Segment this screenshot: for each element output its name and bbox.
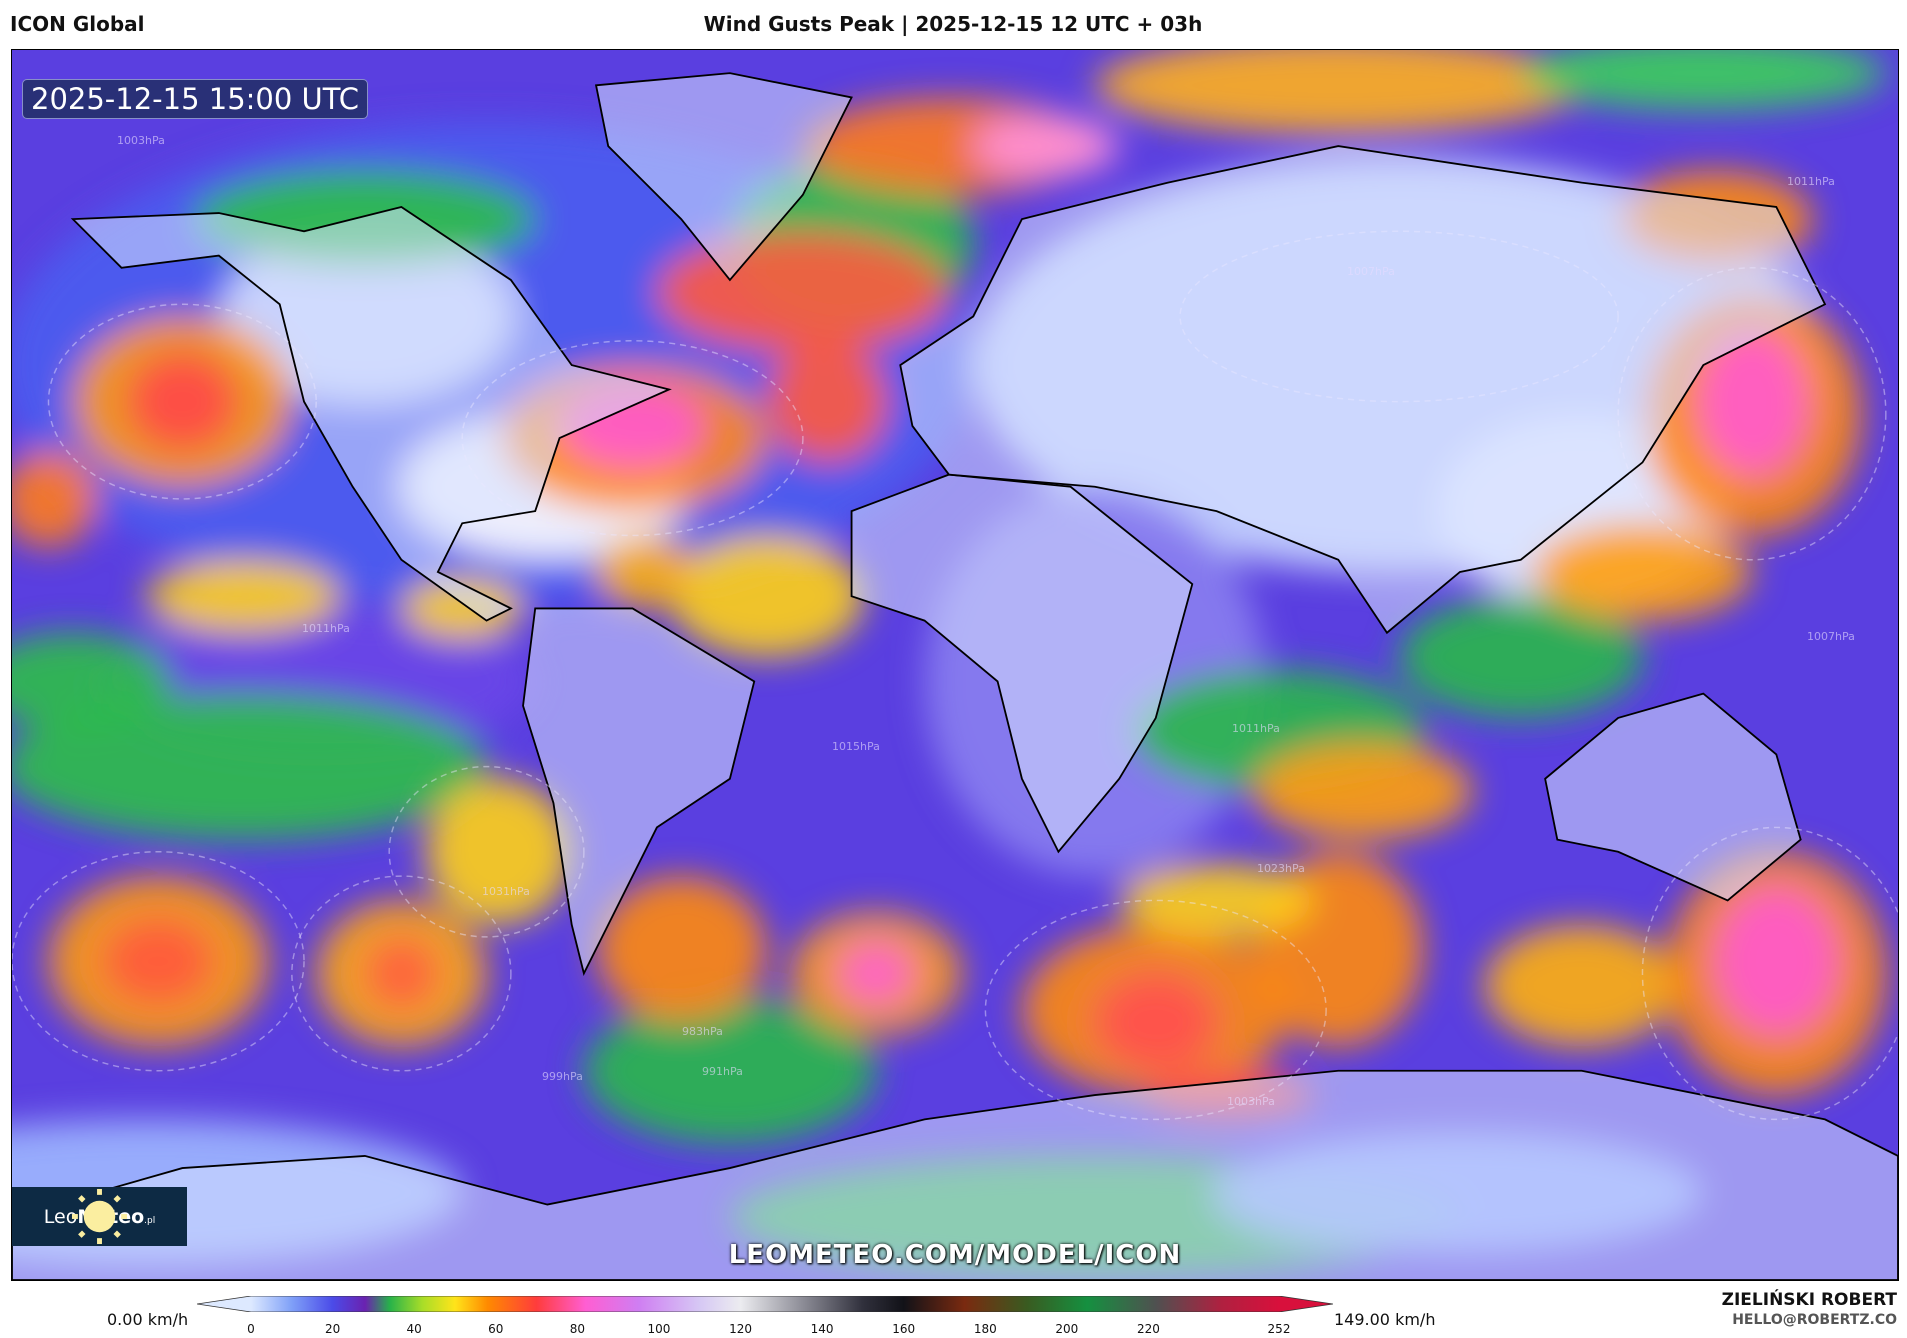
wind-blob [12,693,487,840]
wind-blob [1697,328,1807,475]
wind-blob [1399,596,1643,718]
wind-blob [12,450,98,548]
wind-blob [973,115,1120,177]
wind-blob [1119,863,1314,937]
watermark-url: LEOMETEO.COM/MODEL/ICON [728,1240,1182,1270]
colorbar-tick-label: 120 [729,1322,752,1336]
isobar [984,899,1327,1121]
continent-eurasia [899,145,1827,635]
author-name: ZIELIŃSKI ROBERT [1721,1290,1897,1310]
pressure-label: 1007hPa [1807,630,1855,643]
colorbar-tick-label: 0 [247,1322,255,1336]
pressure-label: 991hPa [702,1065,743,1078]
wind-gust-map: 2025-12-15 15:00 UTC 1003hPa 1011hPa 100… [11,49,1899,1281]
colorbar-tick-label: 20 [324,1322,341,1336]
colorbar-min-label: 0.00 km/h [107,1310,189,1329]
wind-blob [596,535,694,609]
wind-blob [656,231,949,353]
wind-blob [596,876,767,1023]
wind-blob [766,340,889,463]
pressure-label: 999hPa [542,1070,583,1083]
leometeo-logo: LeoMeteo.pl [12,1187,187,1246]
continent-africa [850,473,1194,854]
colorbar-tick-label: 140 [810,1322,834,1336]
wind-blob [1520,50,1886,110]
pressure-label: 1023hPa [1257,862,1305,875]
colorbar-tick-label: 180 [973,1322,997,1336]
valid-time-badge: 2025-12-15 15:00 UTC [22,79,369,119]
pressure-label: 1031hPa [482,885,530,898]
colorbar-tick-label: 60 [488,1322,504,1336]
wind-blob [12,632,171,731]
wind-blob [1253,742,1473,840]
continent-south-america [522,607,756,977]
colorbar-tick-label: 40 [406,1322,422,1336]
isobar [461,340,804,537]
wind-blob [1094,973,1217,1071]
isobar [1641,826,1898,1121]
wind-blob [1095,50,1582,134]
isobar [12,851,305,1072]
author-email: HELLO@ROBERTZ.CO [1732,1312,1897,1328]
colorbar-ticks: 0 20 40 60 80 100 120 140 160 180 200 220 252 [0,1322,1907,1338]
pressure-label: 1015hPa [832,740,880,753]
map-title: Wind Gusts Peak | 2025-12-15 12 UTC + 03… [703,12,1203,36]
pressure-label: 1007hPa [1347,265,1395,278]
pressure-label: 1011hPa [302,622,350,635]
isobar [388,765,585,938]
isobar [1617,267,1887,561]
pressure-label: 1011hPa [1787,175,1835,188]
map-field [12,50,1898,1280]
isobar [291,875,512,1072]
continent-north-america [70,205,672,622]
isobars [12,230,1898,1121]
pressure-label: 1003hPa [117,134,165,147]
continents [12,72,1898,1280]
wind-blob [364,936,438,1010]
sun-icon [71,1188,128,1245]
model-name: ICON Global [10,12,145,36]
wind-blob [1484,924,1679,1047]
wind-blob [1715,888,1838,1035]
wind-blob [839,942,913,1004]
isobar [1179,230,1619,403]
colorbar-tick-label: 160 [892,1322,916,1336]
wind-blob [425,778,572,925]
pressure-label: 983hPa [682,1025,723,1038]
colorbar-tick-label: 220 [1137,1322,1160,1336]
pressure-label: 1003hPa [1227,1095,1275,1108]
continent-antarctica [12,1069,1898,1280]
colorbar-max-label: 149.00 km/h [1334,1310,1436,1329]
pressure-label: 1011hPa [1232,722,1280,735]
continent-australia [1544,692,1802,902]
isobar [47,303,317,500]
continent-greenland [594,72,853,282]
wind-blob [103,918,213,1004]
wind-blob [145,559,341,633]
colorbar-tick-label: 200 [1055,1322,1079,1336]
colorbar-tick-label: 100 [647,1322,671,1336]
wind-blob [401,578,524,639]
wind-blob [669,535,864,658]
wind-blob [583,997,876,1144]
colorbar [197,1296,1333,1312]
wind-blob [1532,523,1752,621]
colorbar-tick-label: 80 [569,1322,585,1336]
colorbar-tick-label: 252 [1267,1322,1291,1336]
wind-blob [127,352,238,451]
